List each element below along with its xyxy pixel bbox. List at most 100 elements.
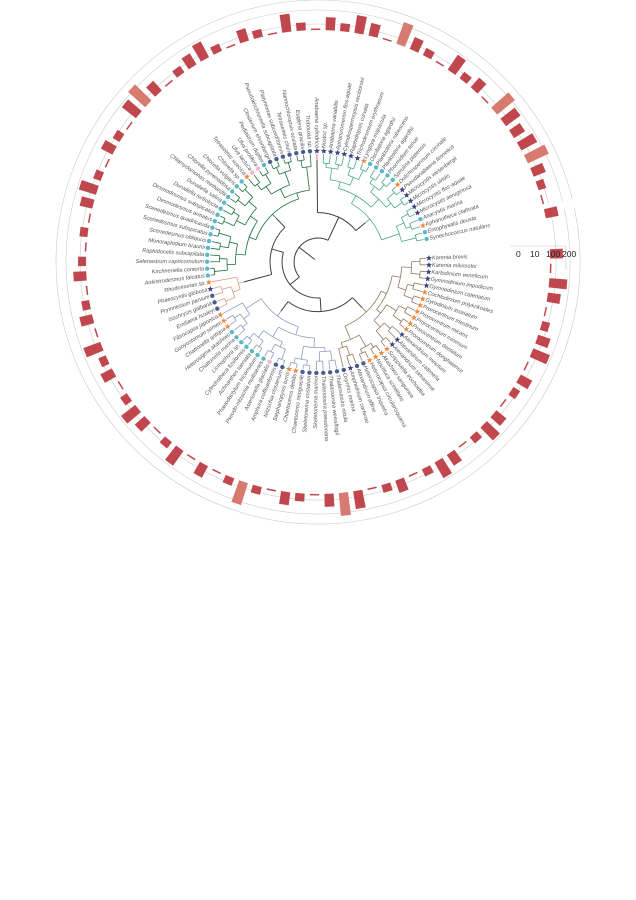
branch — [317, 212, 357, 231]
tip-marker — [383, 345, 391, 352]
branch — [232, 289, 241, 293]
branch — [234, 193, 240, 198]
bar — [146, 80, 162, 97]
branch — [282, 360, 286, 365]
species-label: Thalassiosira pseudonana — [320, 376, 329, 442]
tip-marker — [255, 352, 260, 358]
tip-marker — [249, 348, 255, 354]
tip-marker — [367, 161, 373, 167]
branch — [406, 207, 412, 212]
branch — [295, 363, 298, 368]
branch — [407, 284, 414, 287]
tip-marker — [418, 216, 423, 222]
branch — [220, 215, 226, 219]
branch — [221, 286, 232, 290]
branch — [235, 243, 238, 265]
outer-ring-lines — [55, 0, 581, 525]
tip-marker — [307, 149, 313, 154]
branch — [293, 357, 296, 364]
species-label: Selenastrum capricornutum — [136, 259, 205, 265]
branch — [279, 188, 286, 198]
tip-marker — [373, 165, 379, 170]
bar — [79, 196, 95, 209]
bar — [354, 15, 367, 35]
branch — [213, 268, 216, 275]
scale-tick-10: 10 — [530, 249, 540, 259]
branch — [392, 275, 401, 278]
branch — [253, 344, 257, 349]
branch — [398, 305, 407, 310]
branch — [338, 348, 344, 368]
branch — [334, 359, 337, 369]
species-label: Kirchneriella contorta — [152, 266, 205, 275]
bar — [509, 122, 526, 139]
tip-marker — [341, 367, 346, 373]
branch — [353, 160, 357, 170]
branch — [386, 198, 395, 209]
tip-marker — [424, 275, 431, 282]
tip-marker — [421, 289, 428, 295]
bar — [367, 486, 377, 491]
branch — [373, 320, 381, 328]
tip-marker — [379, 169, 385, 174]
branch — [276, 218, 286, 228]
branch — [364, 351, 369, 358]
branch — [243, 313, 251, 320]
species-label: Karenia mikimotoi — [432, 263, 477, 270]
branch — [262, 172, 269, 177]
bar — [446, 449, 463, 466]
tip-marker — [394, 181, 401, 188]
branch — [370, 343, 374, 348]
branch — [243, 335, 248, 341]
tip-marker — [205, 273, 211, 278]
tip-marker — [215, 212, 220, 218]
branch — [254, 182, 260, 187]
branch — [300, 160, 303, 168]
branch — [270, 353, 275, 360]
branch — [238, 188, 243, 192]
bar — [396, 21, 414, 47]
tip-marker — [205, 279, 212, 285]
tip-marker — [425, 254, 432, 261]
bar — [117, 380, 124, 390]
tip-marker — [414, 209, 421, 216]
branch — [309, 154, 312, 167]
branch — [217, 229, 221, 237]
branch — [381, 182, 387, 187]
branch — [330, 350, 333, 361]
branch — [245, 298, 262, 309]
bar — [222, 474, 235, 486]
branch — [239, 313, 248, 324]
branch — [264, 350, 269, 357]
branch — [347, 174, 359, 181]
branch — [346, 353, 353, 357]
bar — [395, 477, 409, 494]
tip-marker — [327, 370, 333, 375]
tip-marker — [321, 370, 326, 376]
bar — [435, 60, 445, 67]
branch — [306, 360, 308, 366]
branch — [319, 350, 331, 353]
bar — [159, 436, 172, 449]
branch — [325, 167, 338, 170]
bar — [83, 341, 104, 358]
branch — [396, 222, 405, 227]
branch — [365, 166, 370, 172]
bar — [499, 398, 507, 408]
branch — [338, 345, 347, 349]
tip-marker — [385, 173, 390, 178]
tip-marker — [220, 317, 227, 324]
branch — [396, 191, 401, 196]
branch — [403, 202, 409, 206]
branch — [328, 360, 331, 370]
branch — [347, 166, 354, 170]
branch — [217, 298, 225, 302]
branch — [400, 196, 405, 201]
bar — [181, 53, 197, 70]
bar — [382, 37, 392, 42]
tip-marker — [334, 369, 340, 374]
branch — [222, 302, 243, 314]
branch — [300, 346, 304, 360]
bar — [422, 47, 435, 60]
bar — [549, 263, 552, 274]
